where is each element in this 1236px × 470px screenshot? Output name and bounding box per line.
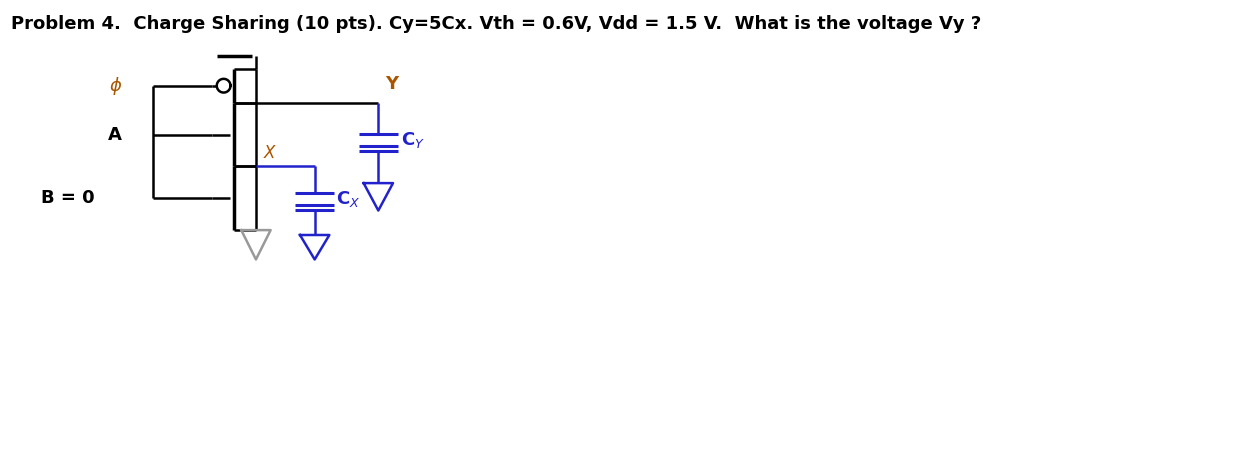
Text: X: X [263, 143, 276, 162]
Text: $\phi$: $\phi$ [109, 75, 122, 97]
Text: B = 0: B = 0 [41, 189, 94, 207]
Text: C$_Y$: C$_Y$ [400, 130, 425, 150]
Text: A: A [108, 125, 122, 144]
Text: Problem 4.  Charge Sharing (10 pts). Cy=5Cx. Vth = 0.6V, Vdd = 1.5 V.  What is t: Problem 4. Charge Sharing (10 pts). Cy=5… [11, 15, 981, 33]
Text: Y: Y [386, 75, 398, 93]
Text: C$_X$: C$_X$ [336, 189, 361, 209]
